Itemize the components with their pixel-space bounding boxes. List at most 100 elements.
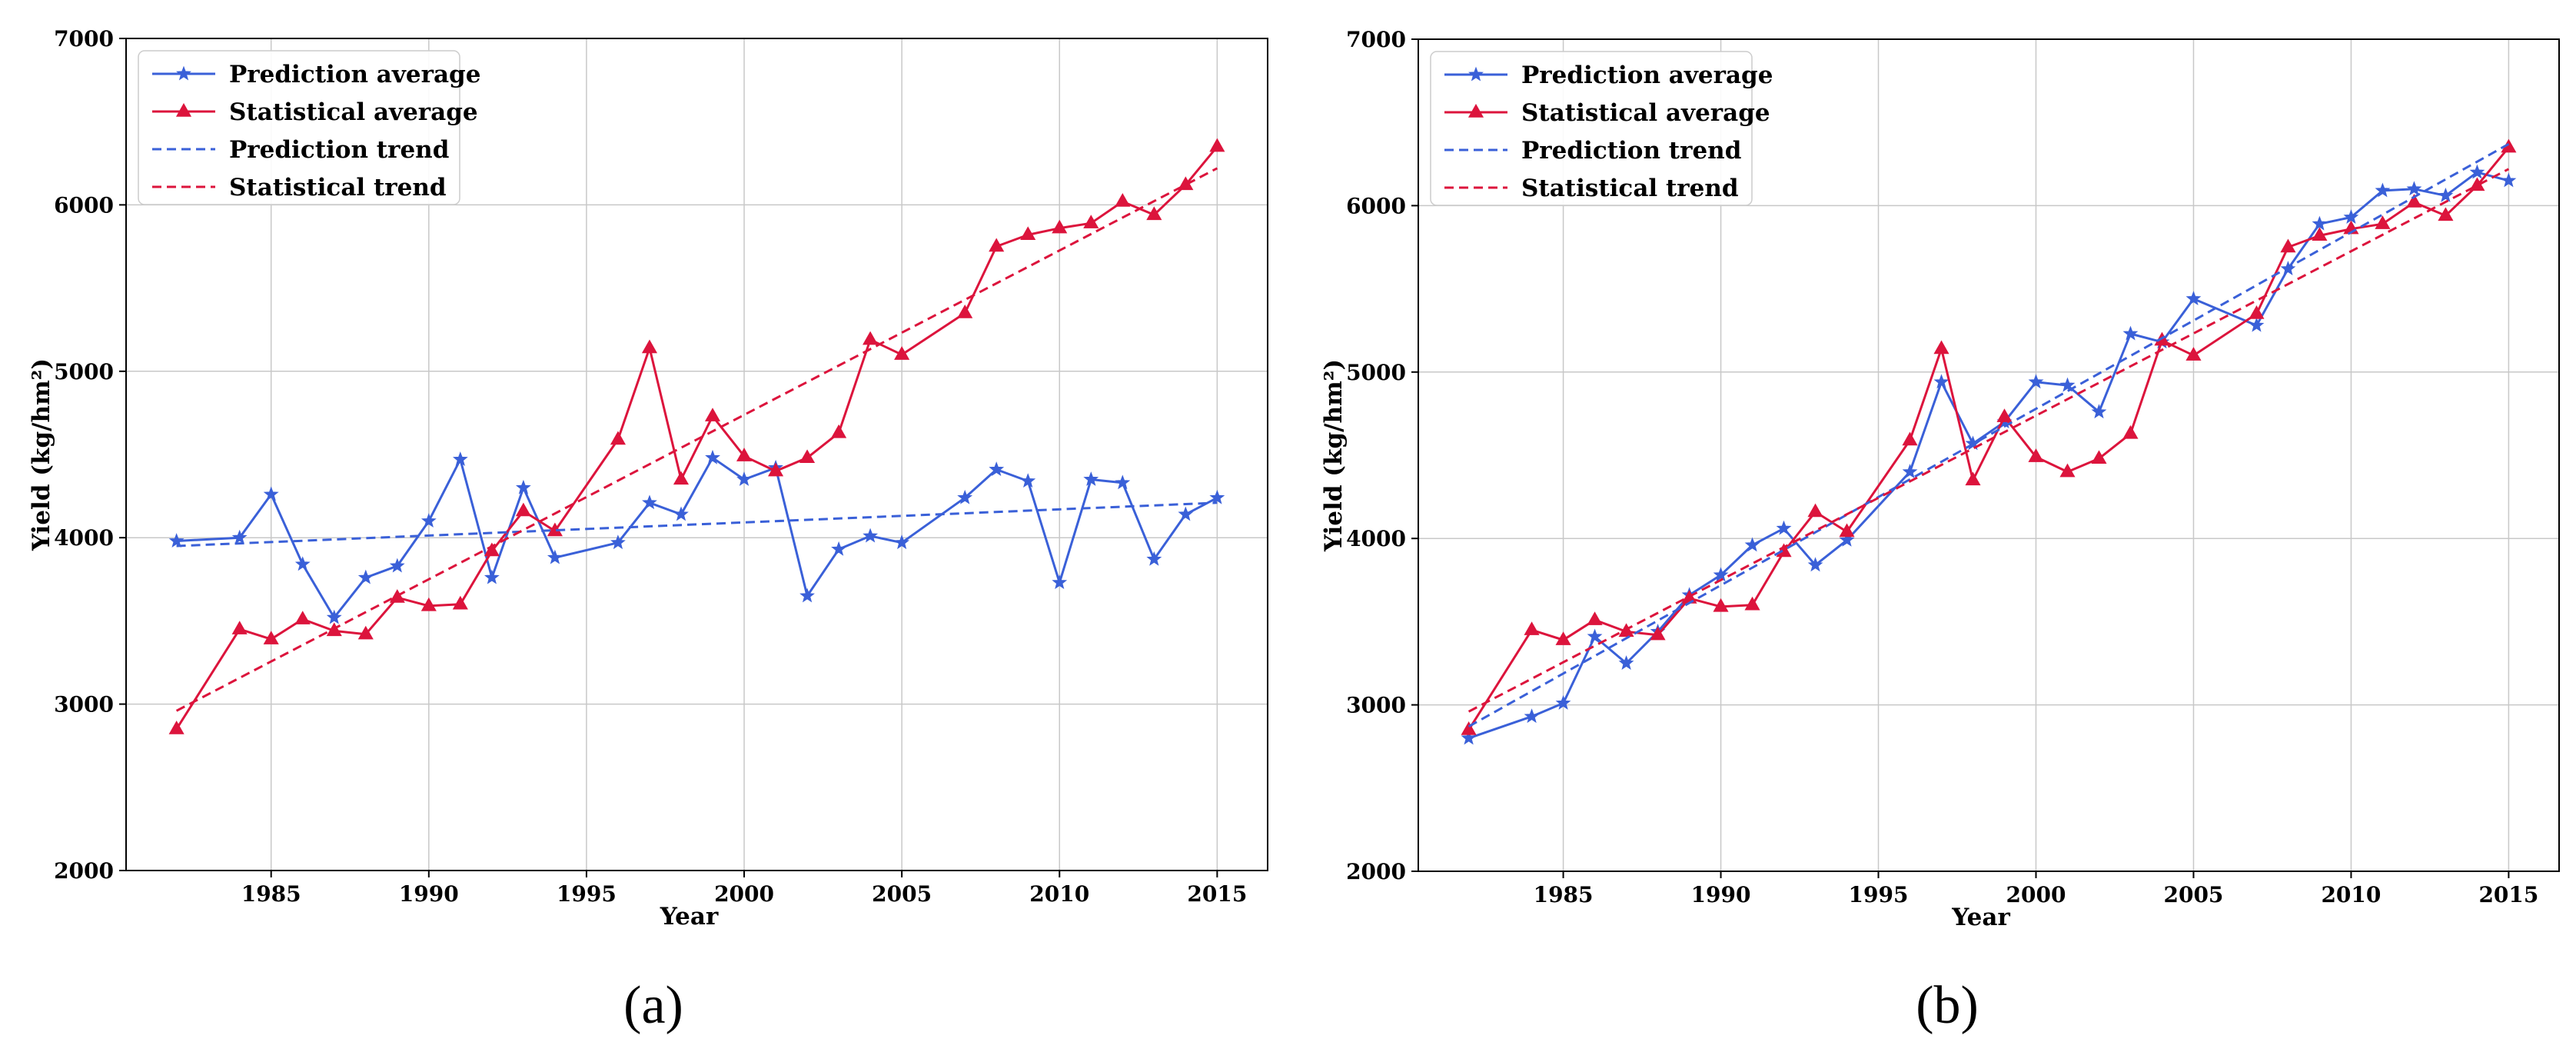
x-tick-label: 2000	[2006, 882, 2066, 907]
data-point-statistical	[704, 408, 721, 421]
data-point-prediction	[420, 513, 437, 528]
data-point-prediction	[2312, 215, 2328, 231]
data-point-prediction	[2249, 317, 2265, 332]
data-point-prediction	[1020, 473, 1036, 488]
legend-marker	[1468, 66, 1484, 82]
data-point-prediction	[736, 471, 752, 486]
x-tick-label: 1995	[557, 881, 617, 907]
data-point-prediction	[2469, 164, 2485, 179]
data-point-statistical	[357, 625, 374, 640]
y-tick-label: 4000	[54, 525, 114, 551]
data-point-prediction	[1618, 655, 1634, 670]
data-point-prediction	[1115, 474, 1131, 490]
data-point-prediction	[2438, 187, 2454, 202]
x-tick-label: 2015	[1187, 881, 1247, 907]
series-line-statistical-trend	[175, 167, 1218, 712]
data-point-prediction	[1524, 708, 1540, 724]
data-point-statistical	[515, 502, 531, 517]
panel-label: (b)	[1916, 976, 1979, 1035]
data-point-prediction	[294, 556, 311, 571]
series-line-statistical-average	[175, 145, 1218, 730]
data-point-statistical	[894, 346, 910, 360]
data-point-statistical	[1461, 721, 1477, 735]
data-point-prediction	[1839, 531, 1855, 547]
data-point-statistical	[2028, 448, 2044, 462]
data-point-prediction	[1744, 537, 1760, 552]
y-tick-label: 2000	[54, 858, 114, 884]
data-point-prediction	[2028, 374, 2044, 389]
y-tick-label: 7000	[1346, 27, 1406, 52]
data-point-statistical	[1555, 631, 1571, 645]
data-point-statistical	[2249, 305, 2265, 319]
y-tick-label: 5000	[1346, 360, 1406, 385]
data-point-statistical	[1776, 543, 1792, 558]
data-point-prediction	[894, 534, 910, 550]
legend-marker	[1467, 103, 1484, 118]
data-point-prediction	[1178, 506, 1194, 521]
series-line-prediction-trend	[1467, 142, 2510, 728]
legend-label: Prediction average	[1521, 62, 1773, 89]
data-point-prediction	[1776, 520, 1792, 535]
data-point-statistical	[957, 305, 973, 318]
x-axis-label: Year	[1951, 904, 2010, 931]
legend-label: Prediction trend	[229, 136, 449, 164]
data-point-prediction	[2343, 209, 2359, 224]
data-point-statistical	[989, 238, 1005, 252]
data-point-statistical	[863, 331, 879, 345]
y-tick-label: 3000	[1346, 693, 1406, 718]
y-axis-label: Yield (kg/hm²)	[1320, 359, 1348, 552]
data-point-statistical	[1933, 340, 1949, 355]
data-point-statistical	[1965, 471, 1981, 486]
data-point-statistical	[1587, 611, 1603, 625]
data-point-statistical	[1713, 598, 1729, 612]
data-point-prediction	[547, 549, 563, 564]
series-line-statistical-trend	[1467, 168, 2510, 713]
data-point-statistical	[610, 431, 627, 445]
series-line-prediction-average	[1468, 171, 2509, 740]
data-point-prediction	[2375, 182, 2391, 198]
data-point-prediction	[989, 461, 1005, 476]
chart-panel-b: 1985 1990 1995 2000 2005 2010 2015 2000 3000 4000…	[1320, 27, 2560, 1035]
x-tick-label: 1990	[399, 881, 459, 907]
data-point-prediction	[831, 541, 847, 556]
x-tick-label: 1985	[241, 881, 301, 907]
y-tick-label: 2000	[1346, 859, 1406, 884]
data-point-prediction	[326, 609, 342, 624]
data-point-statistical	[799, 449, 816, 464]
data-point-statistical	[767, 462, 784, 477]
data-point-prediction	[2091, 404, 2107, 419]
data-point-prediction	[1902, 464, 1918, 479]
x-tick-label: 2005	[2163, 882, 2223, 907]
x-tick-label: 1990	[1691, 882, 1751, 907]
data-point-statistical	[1052, 219, 1068, 234]
data-point-statistical	[2091, 450, 2107, 464]
data-point-statistical	[1744, 596, 1760, 611]
data-point-prediction	[1933, 374, 1949, 389]
series-line-prediction-trend	[176, 501, 1218, 548]
data-point-prediction	[263, 486, 279, 501]
data-point-statistical	[1146, 206, 1162, 221]
x-tick-label: 2015	[2478, 882, 2538, 907]
data-point-statistical	[1902, 431, 1918, 446]
data-point-prediction	[1807, 557, 1823, 572]
data-point-prediction	[1713, 567, 1729, 582]
y-axis-label: Yield (kg/hm²)	[28, 358, 55, 551]
data-point-prediction	[1083, 471, 1099, 486]
panel-label: (a)	[623, 976, 683, 1035]
data-point-statistical	[1020, 226, 1036, 241]
x-axis-label: Year	[660, 903, 719, 930]
legend-label: Statistical trend	[1521, 175, 1739, 202]
data-point-statistical	[1996, 408, 2013, 422]
data-point-prediction	[799, 588, 815, 603]
chart-panel-a: 1985 1990 1995 2000 2005 2010 2015 2000 3000 4000…	[28, 26, 1268, 1035]
legend-label: Statistical average	[1521, 99, 1770, 127]
legend-box	[1430, 51, 1753, 206]
data-point-prediction	[1209, 489, 1225, 504]
data-point-prediction	[705, 449, 720, 464]
data-point-statistical	[484, 542, 500, 557]
data-point-statistical	[263, 631, 279, 644]
data-point-prediction	[357, 569, 374, 584]
y-tick-label: 6000	[54, 192, 114, 218]
data-point-prediction	[610, 534, 626, 550]
